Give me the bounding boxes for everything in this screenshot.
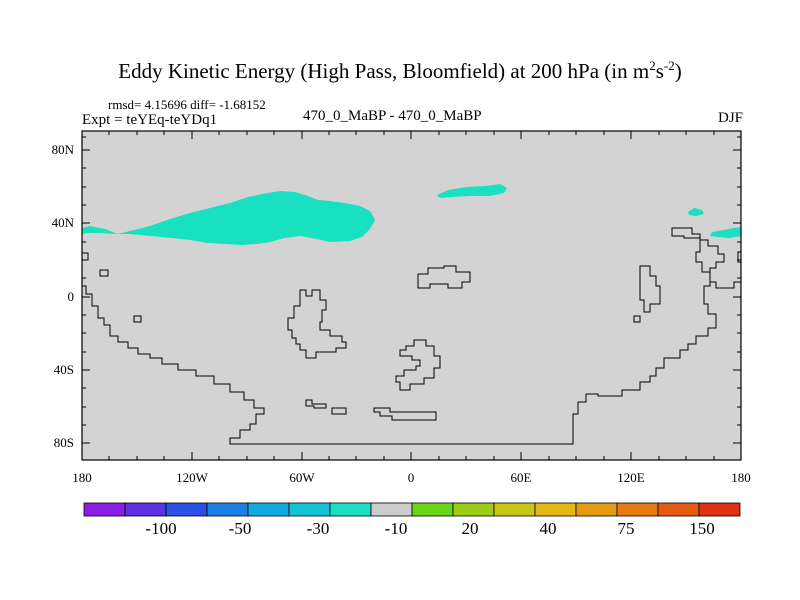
title-close: ): [674, 59, 682, 83]
lon-label-120w: 120W: [176, 470, 208, 485]
coast-swirl-south: [395, 339, 441, 391]
lat-label-0: 0: [67, 289, 75, 304]
colorbar-swatch: [288, 502, 331, 517]
colorbar-swatch: [616, 502, 659, 517]
coast-small-island-nw: [99, 269, 109, 277]
colorbar-label: -10: [384, 519, 408, 538]
colorbar-label: 150: [689, 519, 715, 538]
colorbar-swatch: [534, 502, 577, 517]
season-label: DJF: [717, 110, 743, 126]
lat-label-80n: 80N: [51, 142, 74, 157]
colorbar-swatch: [411, 502, 454, 517]
coast-east-islet: [633, 315, 641, 323]
lat-label-40s: 40S: [53, 362, 74, 377]
lon-label-180e: 180: [731, 470, 751, 485]
colorbar-swatch: [165, 502, 208, 517]
anomaly-patch-east-edge: [710, 227, 741, 238]
colorbar-label: 20: [461, 519, 479, 538]
case-label: 470_0_MaBP - 470_0_MaBP: [303, 108, 482, 124]
colorbar-label: 40: [539, 519, 557, 538]
coast-east-edge: [737, 251, 741, 263]
coast-central-pacific: [287, 289, 347, 359]
experiment-label: Expt = teYEq-teYDq1: [82, 112, 218, 128]
map-background: [82, 131, 741, 460]
colorbar-swatch: [206, 502, 249, 517]
lon-label-60e: 60E: [510, 470, 532, 485]
colorbar-swatch: [370, 502, 413, 517]
anomaly-patches: [82, 184, 741, 245]
anomaly-patch-pacific-band: [82, 191, 375, 245]
colorbar-swatch: [493, 502, 536, 517]
colorbar-swatch: [575, 502, 618, 517]
lon-label-60w: 60W: [289, 470, 315, 485]
anomaly-patch-northeast: [688, 208, 704, 216]
lon-label-0: 0: [407, 470, 415, 485]
coast-south-bar: [373, 407, 437, 421]
lon-label-180w: 180: [72, 470, 92, 485]
colorbar-label: -30: [306, 519, 330, 538]
lat-label-40n: 40N: [51, 215, 74, 230]
figure-title: Eddy Kinetic Energy (High Pass, Bloomfie…: [0, 58, 800, 84]
coast-small-island-w: [133, 315, 142, 323]
coast-south-island-2: [331, 407, 347, 415]
coast-east-peninsula: [639, 265, 661, 313]
anomaly-patch-atlantic: [437, 184, 507, 198]
title-sup-2: -2: [663, 58, 675, 73]
colorbar-label: 75: [617, 519, 635, 538]
lon-label-120e: 120E: [617, 470, 645, 485]
colorbar-swatch: [698, 502, 741, 517]
colorbar-swatch: [247, 502, 290, 517]
colorbar-swatch: [83, 502, 126, 517]
colorbar-label: -50: [228, 519, 252, 538]
colorbar-label: -100: [145, 519, 177, 538]
coast-africa-north: [417, 265, 471, 289]
coast-south-island-1: [305, 399, 327, 409]
lat-label-80s: 80S: [53, 435, 74, 450]
colorbar-swatch: [452, 502, 495, 517]
colorbar-swatch: [124, 502, 167, 517]
colorbar-swatch: [329, 502, 372, 517]
title-main: Eddy Kinetic Energy (High Pass, Bloomfie…: [118, 59, 650, 83]
stats-label: rmsd= 4.15696 diff= -1.68152: [108, 97, 266, 112]
colorbar: [83, 502, 741, 517]
colorbar-swatch: [657, 502, 700, 517]
title-sup-1: 2: [649, 58, 656, 73]
title-unit-s: s: [655, 59, 664, 83]
map-ticks: [81, 131, 742, 460]
